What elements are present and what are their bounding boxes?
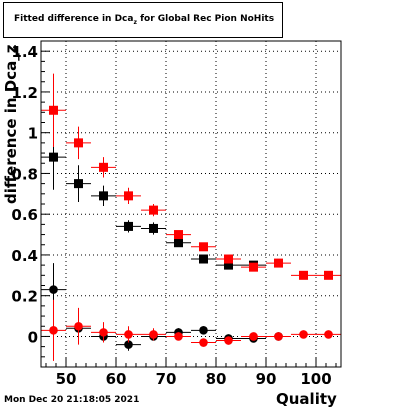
- y-tick-label: 0.2: [11, 288, 38, 306]
- square-data-point: [224, 254, 233, 264]
- title-box: Fitted difference in Dcaz for Global Rec…: [3, 2, 283, 38]
- y-tick-label: 1.4: [11, 43, 38, 61]
- square-data-point: [99, 162, 108, 172]
- series-4: [41, 299, 341, 361]
- y-axis-label-wrap: difference in Dca_z: [0, 0, 24, 204]
- circle-data-point: [49, 326, 58, 335]
- square-data-point: [49, 152, 58, 162]
- circle-data-point: [149, 330, 158, 339]
- y-axis-label: difference in Dca_z: [2, 44, 20, 204]
- x-tick-label: 50: [56, 370, 77, 388]
- square-data-point: [74, 179, 83, 189]
- x-tick-label: 90: [256, 370, 277, 388]
- circle-data-point: [249, 332, 258, 341]
- timestamp: Mon Dec 20 21:18:05 2021: [4, 395, 140, 405]
- square-data-point: [174, 230, 183, 240]
- circle-data-point: [124, 330, 133, 339]
- square-data-point: [49, 105, 58, 115]
- square-data-point: [324, 270, 333, 280]
- y-tick-label: 0.8: [11, 165, 38, 183]
- series-1: [41, 124, 266, 270]
- x-tick-label: 100: [300, 370, 331, 388]
- circle-data-point: [199, 326, 208, 335]
- grid-lines: [41, 41, 341, 367]
- circle-data-point: [74, 321, 83, 331]
- chart-title: Fitted difference in Dcaz for Global Rec…: [14, 14, 274, 26]
- circle-data-point: [224, 336, 233, 345]
- series-2: [41, 73, 341, 280]
- square-data-point: [74, 138, 83, 148]
- x-tick-label: 70: [156, 370, 177, 388]
- circle-data-point: [274, 332, 283, 341]
- plot-frame: [40, 40, 342, 368]
- y-tick-label: 0.4: [11, 247, 38, 265]
- square-data-point: [149, 205, 158, 215]
- axes: 50 60 70 80 90 100 0 0.2 0.4 0.6 0.8 1 1.2 1.4: [11, 43, 337, 388]
- circle-data-point: [199, 338, 208, 347]
- data-marks: [41, 73, 341, 361]
- y-tick-label: 0: [28, 328, 38, 346]
- square-data-point: [124, 221, 133, 231]
- square-data-point: [149, 223, 158, 233]
- title-subscript: z: [133, 18, 137, 26]
- y-tick-label: 1: [28, 125, 38, 143]
- title-suffix: for Global Rec Pion NoHits: [136, 14, 275, 24]
- y-tick-label: 1.2: [11, 84, 38, 102]
- circle-data-point: [299, 330, 308, 339]
- square-data-point: [99, 191, 108, 201]
- circle-data-point: [49, 285, 58, 294]
- square-data-point: [274, 258, 283, 268]
- circle-data-point: [324, 330, 333, 339]
- y-tick-label: 0.6: [11, 206, 38, 224]
- square-data-point: [299, 270, 308, 280]
- square-data-point: [199, 242, 208, 252]
- circle-data-point: [174, 332, 183, 341]
- title-prefix: Fitted difference in Dca: [14, 14, 134, 24]
- x-axis-label: Quality: [276, 390, 337, 408]
- x-tick-label: 60: [106, 370, 127, 388]
- square-data-point: [199, 254, 208, 264]
- square-data-point: [174, 238, 183, 248]
- circle-data-point: [99, 328, 108, 337]
- square-data-point: [124, 191, 133, 201]
- square-data-point: [249, 262, 258, 272]
- circle-data-point: [124, 340, 133, 349]
- square-data-point: [224, 260, 233, 270]
- x-tick-label: 80: [206, 370, 227, 388]
